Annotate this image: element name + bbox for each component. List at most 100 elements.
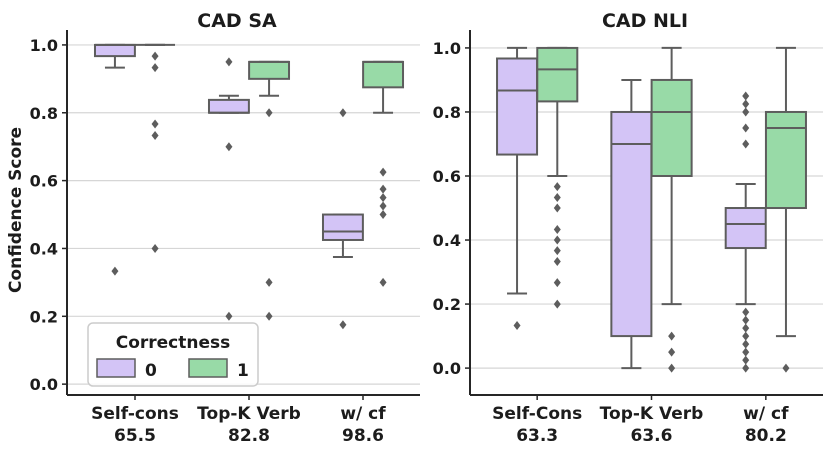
flier-point	[265, 277, 273, 287]
legend-swatch-0	[96, 358, 136, 378]
flier-point	[742, 339, 750, 349]
x-tick-sublabel: 80.2	[745, 426, 787, 446]
y-tick-label: 0.6	[433, 167, 461, 186]
legend-title: Correctness	[116, 333, 231, 353]
flier-point	[553, 203, 561, 213]
y-tick-label: 0.4	[433, 231, 461, 250]
flier-point	[742, 347, 750, 357]
flier-point	[151, 130, 159, 140]
flier-point	[513, 321, 521, 331]
x-tick-label: Top-K Verb	[197, 404, 301, 424]
flier-point	[379, 184, 387, 194]
y-ticks: 0.0 0.2 0.4 0.6 0.8 1.0	[433, 39, 470, 378]
x-tick-label: Top-K Verb	[600, 404, 704, 424]
flier-point	[668, 347, 676, 357]
flier-point	[225, 142, 233, 152]
flier-point	[668, 331, 676, 341]
y-tick-label: 0.2	[433, 295, 461, 314]
flier-point	[265, 108, 273, 118]
box-w-cf-hue-0	[321, 108, 364, 330]
flier-point	[151, 119, 159, 129]
flier-point	[553, 256, 561, 266]
box-w-cf-hue-0	[724, 91, 767, 373]
box-self-cons-hue-1	[536, 46, 579, 309]
box-rect	[362, 60, 405, 89]
x-tick-label: w/ cf	[340, 404, 386, 424]
flier-point	[111, 266, 119, 276]
box-plots	[496, 46, 807, 373]
x-tick-label: w/ cf	[743, 404, 789, 424]
box-top-k-verb-hue-0	[207, 57, 250, 321]
box-self-cons-hue-0	[93, 43, 136, 276]
box-top-k-verb-hue-0	[610, 78, 653, 370]
legend: Correctness 0 1	[87, 322, 259, 387]
legend-label-1: 1	[237, 361, 249, 381]
box-w-cf-hue-1	[362, 60, 405, 287]
flier-point	[742, 139, 750, 149]
box-rect	[724, 207, 767, 250]
box-self-cons-hue-1	[135, 43, 176, 253]
box-rect	[496, 57, 539, 156]
box-top-k-verb-hue-1	[650, 46, 693, 373]
box-top-k-verb-hue-1	[248, 60, 291, 321]
flier-point	[553, 299, 561, 309]
y-tick-label: 0.8	[433, 103, 461, 122]
flier-point	[553, 235, 561, 245]
flier-point	[379, 201, 387, 211]
y-axis-label: Confidence Score	[6, 127, 26, 293]
flier-point	[553, 224, 561, 234]
x-tick-sublabel: 63.6	[631, 426, 673, 446]
flier-point	[668, 363, 676, 373]
flier-point	[742, 99, 750, 109]
box-w-cf-hue-1	[764, 46, 807, 373]
y-ticks: 0.0 0.2 0.4 0.6 0.8 1.0	[30, 36, 67, 394]
y-tick-label: 0.0	[433, 359, 461, 378]
y-tick-label: 0.2	[30, 307, 58, 326]
flier-point	[339, 320, 347, 330]
x-tick-sublabel: 98.6	[342, 426, 384, 446]
flier-point	[553, 192, 561, 202]
flier-point	[553, 182, 561, 192]
flier-point	[742, 363, 750, 373]
y-tick-label: 0.4	[30, 239, 58, 258]
y-tick-label: 1.0	[30, 36, 58, 55]
flier-point	[742, 323, 750, 333]
flier-point	[742, 315, 750, 325]
x-tick-sublabel: 63.3	[516, 426, 558, 446]
x-tick-sublabel: 82.8	[228, 426, 270, 446]
y-tick-label: 1.0	[433, 39, 461, 58]
box-self-cons-hue-0	[496, 46, 539, 331]
flier-point	[339, 108, 347, 118]
flier-point	[151, 51, 159, 61]
flier-point	[742, 307, 750, 317]
box-rect	[650, 78, 693, 177]
flier-point	[742, 331, 750, 341]
legend-swatch-1	[188, 358, 228, 378]
flier-point	[379, 277, 387, 287]
flier-point	[379, 167, 387, 177]
legend-label-0: 0	[145, 361, 157, 381]
chart-title: CAD SA	[197, 10, 277, 32]
flier-point	[553, 246, 561, 256]
flier-point	[265, 311, 273, 321]
flier-point	[742, 107, 750, 117]
y-tick-label: 0.6	[30, 172, 58, 191]
x-tick-label: Self-cons	[91, 404, 179, 424]
box-rect	[764, 110, 807, 210]
box-rect	[248, 60, 291, 80]
flier-point	[742, 91, 750, 101]
flier-point	[782, 363, 790, 373]
flier-point	[742, 355, 750, 365]
chart-title: CAD NLI	[602, 10, 688, 32]
flier-point	[151, 243, 159, 253]
box-plots	[93, 43, 405, 330]
flier-point	[379, 210, 387, 220]
box-rect	[610, 110, 653, 338]
flier-point	[553, 278, 561, 288]
flier-point	[225, 311, 233, 321]
